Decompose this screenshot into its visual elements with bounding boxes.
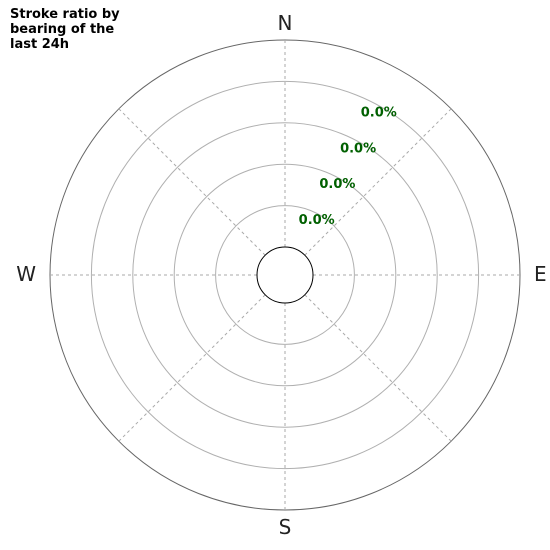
grid-spoke-5 [119, 295, 265, 441]
grid-spoke-3 [305, 295, 451, 441]
ring-value-1: 0.0% [319, 177, 355, 192]
center-ring [257, 247, 313, 303]
axis-label-west: W [16, 262, 36, 286]
ring-value-3: 0.0% [361, 106, 397, 121]
axis-label-east: E [534, 262, 547, 286]
axis-label-south: S [279, 515, 292, 539]
ring-value-0: 0.0% [299, 213, 335, 228]
polar-chart: N E S W 0.0% 0.0% 0.0% 0.0% [0, 0, 550, 550]
axis-label-north: N [278, 11, 293, 35]
ring-value-2: 0.0% [340, 141, 376, 156]
grid-spoke-7 [119, 109, 265, 255]
